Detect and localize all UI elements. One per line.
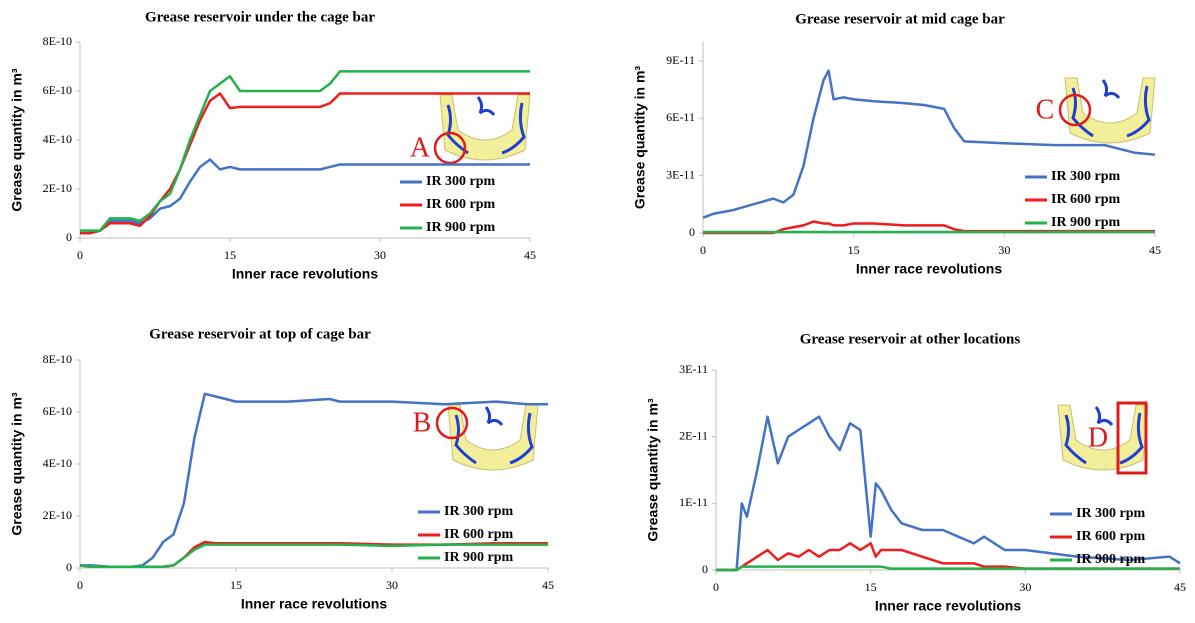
inset-grease: [446, 96, 526, 155]
x-axis-label: Inner race revolutions: [856, 261, 1002, 277]
legend-label: IR 600 rpm: [1076, 529, 1146, 544]
y-tick-label: 4E-10: [43, 132, 72, 146]
y-tick-label: 3E-11: [679, 362, 708, 376]
chart-title: Grease reservoir at top of cage bar: [149, 326, 371, 342]
annotation: D: [1088, 422, 1108, 453]
data-line: [716, 565, 1180, 572]
y-tick-label: 6E-10: [43, 404, 72, 418]
y-tick-label: 2E-10: [43, 181, 72, 195]
y-tick-label: 8E-10: [43, 352, 72, 366]
legend-label: IR 300 rpm: [1051, 169, 1121, 184]
annotation: B: [413, 407, 432, 438]
x-tick-label: 0: [713, 580, 719, 594]
x-axis-label: Inner race revolutions: [241, 596, 387, 612]
x-tick-label: 15: [848, 243, 860, 257]
y-tick-label: 2E-11: [679, 428, 708, 442]
legend-label: IR 300 rpm: [1076, 506, 1146, 521]
y-tick-label: 6E-11: [666, 110, 695, 124]
chart-title: Grease reservoir at mid cage bar: [795, 11, 1005, 27]
y-tick-label: 8E-10: [43, 34, 72, 48]
y-tick-label: 9E-11: [666, 53, 695, 67]
data-line: [80, 70, 530, 232]
y-axis-label: Grease quantity in m³: [9, 68, 25, 211]
y-axis-label: Grease quantity in m³: [632, 66, 648, 209]
chart-panel: Grease reservoir under the cage bar 0 2E-1…: [9, 9, 536, 281]
y-tick-label: 6E-10: [43, 83, 72, 97]
x-axis-label: Inner race revolutions: [875, 598, 1021, 614]
legend-label: IR 300 rpm: [426, 174, 496, 189]
x-tick-label: 30: [998, 243, 1010, 257]
legend-label: IR 900 rpm: [1076, 552, 1146, 567]
y-tick-label: 4E-10: [43, 456, 72, 470]
chart-panel: Grease reservoir at mid cage bar 0 3E-11 6E…: [632, 11, 1161, 276]
y-tick-label: 0: [66, 230, 72, 244]
x-tick-label: 15: [865, 580, 877, 594]
inset-cage: [447, 404, 539, 471]
y-tick-label: 2E-10: [43, 508, 72, 522]
data-line: [716, 415, 1181, 572]
x-tick-label: 30: [386, 578, 398, 592]
x-tick-label: 0: [700, 243, 706, 257]
x-tick-label: 30: [1019, 580, 1031, 594]
y-axis-label: Grease quantity in m³: [645, 398, 661, 541]
x-tick-label: 45: [1149, 243, 1161, 257]
chart-panel: Grease reservoir at other locations 0 1E-1…: [645, 331, 1186, 613]
legend-label: IR 300 rpm: [444, 504, 514, 519]
legend-label: IR 900 rpm: [444, 550, 514, 565]
inset-grease: [1064, 406, 1144, 465]
chart-title: Grease reservoir at other locations: [800, 331, 1021, 347]
x-axis-label: Inner race revolutions: [232, 266, 378, 282]
inset-cage: [1057, 404, 1149, 471]
legend-label: IR 900 rpm: [426, 220, 496, 235]
y-tick-label: 3E-11: [666, 167, 695, 181]
x-tick-label: 15: [224, 248, 236, 262]
data-line: [80, 92, 530, 235]
x-tick-label: 45: [524, 248, 536, 262]
inset-grease: [454, 406, 534, 465]
x-tick-label: 0: [77, 248, 83, 262]
data-line: [702, 69, 1156, 219]
x-tick-label: 45: [542, 578, 554, 592]
chart-title: Grease reservoir under the cage bar: [145, 9, 375, 25]
chart-panel: Grease reservoir at top of cage bar 0 2E-1…: [9, 326, 554, 611]
inset-cage: [439, 94, 531, 161]
legend-label: IR 600 rpm: [426, 197, 496, 212]
y-tick-label: 0: [702, 562, 708, 576]
x-tick-label: 0: [77, 578, 83, 592]
data-line: [716, 542, 1180, 572]
legend-label: IR 900 rpm: [1051, 215, 1121, 230]
data-line: [79, 543, 548, 568]
y-tick-label: 0: [689, 225, 695, 239]
highlight-circle: [435, 406, 469, 440]
y-axis-label: Grease quantity in m³: [9, 392, 25, 535]
x-tick-label: 30: [374, 248, 386, 262]
annotation: C: [1036, 94, 1055, 125]
annotation: A: [410, 132, 431, 163]
y-tick-label: 0: [66, 560, 72, 574]
x-tick-label: 15: [230, 578, 242, 592]
highlight-circle: [433, 131, 467, 165]
highlight-circle: [1058, 93, 1092, 127]
highlight-box: [1116, 401, 1148, 475]
legend-label: IR 600 rpm: [1051, 192, 1121, 207]
y-tick-label: 1E-11: [679, 495, 708, 509]
x-tick-label: 45: [1174, 580, 1186, 594]
inset-cage: [1064, 77, 1156, 144]
legend-label: IR 600 rpm: [444, 527, 514, 542]
inset-grease: [1071, 79, 1151, 138]
data-line: [80, 158, 530, 235]
